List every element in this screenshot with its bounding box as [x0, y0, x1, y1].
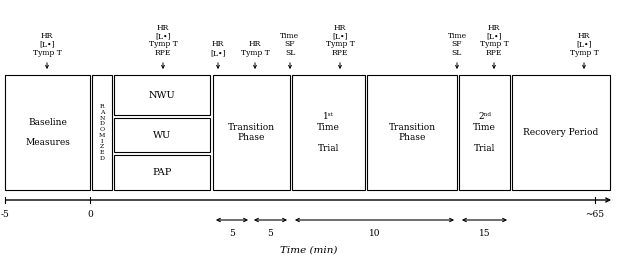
Text: R
A
N
D
O
M
I
Z
E
D: R A N D O M I Z E D [99, 104, 105, 161]
Text: ~65: ~65 [585, 210, 604, 219]
Text: HR: HR [488, 23, 500, 32]
Text: 10: 10 [369, 229, 380, 238]
Text: 5: 5 [229, 229, 235, 238]
Bar [114, 75, 210, 115]
Text: Tymp T: Tymp T [148, 41, 177, 48]
Text: Time (min): Time (min) [281, 245, 337, 255]
Text: [L•]: [L•] [40, 41, 55, 48]
Text: Transition
Phase: Transition Phase [228, 123, 275, 142]
Text: [L•]: [L•] [332, 32, 348, 40]
Text: 15: 15 [479, 229, 490, 238]
Text: Time: Time [447, 32, 467, 40]
Text: SL: SL [452, 49, 462, 57]
Text: NWU: NWU [148, 90, 176, 99]
Text: PAP: PAP [152, 168, 172, 177]
Text: 5: 5 [268, 229, 273, 238]
Text: 2ⁿᵈ
Time

Trial: 2ⁿᵈ Time Trial [473, 112, 496, 153]
Text: Tymp T: Tymp T [240, 49, 269, 57]
Text: 1ˢᵗ
Time

Trial: 1ˢᵗ Time Trial [317, 112, 340, 153]
Text: Time: Time [281, 32, 300, 40]
Text: HR: HR [249, 41, 261, 48]
Text: Baseline

Measures: Baseline Measures [25, 118, 70, 147]
Text: WU: WU [153, 130, 171, 139]
Text: [L•]: [L•] [486, 32, 502, 40]
Bar [114, 118, 210, 152]
Text: [L•]: [L•] [210, 49, 226, 57]
Text: HR: HR [212, 41, 224, 48]
Bar [213, 75, 290, 190]
Bar [5, 75, 90, 190]
Text: [L•]: [L•] [155, 32, 171, 40]
Text: Tymp T: Tymp T [480, 41, 509, 48]
Bar [459, 75, 510, 190]
Text: HR: HR [334, 23, 346, 32]
Text: Transition
Phase: Transition Phase [389, 123, 436, 142]
Text: Recovery Period: Recovery Period [523, 128, 599, 137]
Text: SF: SF [452, 41, 462, 48]
Bar [92, 75, 112, 190]
Text: -5: -5 [1, 210, 9, 219]
Bar [292, 75, 365, 190]
Text: HR: HR [157, 23, 169, 32]
Text: SF: SF [285, 41, 295, 48]
Text: Tymp T: Tymp T [326, 41, 355, 48]
Text: RPE: RPE [486, 49, 502, 57]
Bar [512, 75, 610, 190]
Text: Tymp T: Tymp T [570, 49, 598, 57]
Text: HR: HR [41, 32, 53, 40]
Text: 0: 0 [87, 210, 93, 219]
Text: RPE: RPE [332, 49, 348, 57]
Bar [367, 75, 457, 190]
Text: HR: HR [578, 32, 590, 40]
Bar [114, 155, 210, 190]
Text: SL: SL [285, 49, 295, 57]
Text: [L•]: [L•] [576, 41, 592, 48]
Text: Tymp T: Tymp T [33, 49, 61, 57]
Text: RPE: RPE [155, 49, 171, 57]
